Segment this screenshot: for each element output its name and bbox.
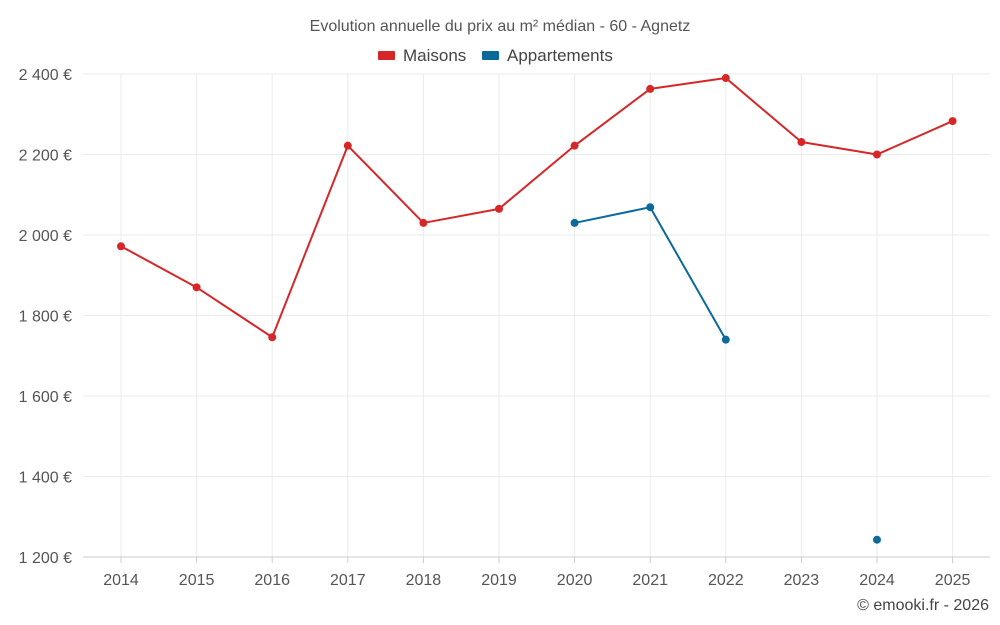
x-tick-label-2018: 2018 <box>406 572 442 589</box>
point-maisons-2019[interactable] <box>495 204 503 213</box>
point-appartements-2020[interactable] <box>570 218 579 227</box>
y-tick-label-2200: 2 200 € <box>19 148 72 165</box>
point-maisons-2024[interactable] <box>873 150 881 159</box>
point-appartements-2024[interactable] <box>873 535 881 544</box>
x-axis-ticks: 2014 2015 2016 2017 2018 2019 2020 2021 2022 2023… <box>103 557 970 589</box>
x-tick-label-2017: 2017 <box>330 572 366 589</box>
series-maisons <box>117 74 957 342</box>
y-tick-label-1200: 1 200 € <box>19 550 72 567</box>
series-appartements <box>570 203 881 544</box>
point-maisons-2025[interactable] <box>948 117 957 126</box>
legend-item-appartements[interactable]: Appartements <box>482 46 613 65</box>
y-tick-label-1600: 1 600 € <box>19 389 72 406</box>
legend-swatch-appartements <box>482 51 499 60</box>
series <box>117 74 957 544</box>
point-maisons-2023[interactable] <box>797 138 806 147</box>
point-maisons-2021[interactable] <box>646 84 655 93</box>
point-maisons-2014[interactable] <box>117 242 125 251</box>
x-tick-label-2014: 2014 <box>103 572 139 589</box>
y-tick-label-2000: 2 000 € <box>19 228 72 245</box>
point-maisons-2015[interactable] <box>192 283 201 292</box>
y-tick-label-1400: 1 400 € <box>19 470 72 487</box>
y-tick-label-1800: 1 800 € <box>19 309 72 326</box>
point-maisons-2017[interactable] <box>343 141 352 150</box>
legend-swatch-maisons <box>378 51 395 60</box>
x-tick-label-2021: 2021 <box>632 572 668 589</box>
x-tick-label-2025: 2025 <box>935 572 971 589</box>
point-appartements-2021[interactable] <box>646 203 655 212</box>
grid <box>83 73 990 558</box>
y-tick-label-2400: 2 400 € <box>19 67 72 84</box>
legend-label-appartements: Appartements <box>507 46 613 65</box>
point-appartements-2022[interactable] <box>721 335 730 344</box>
x-tick-label-2019: 2019 <box>481 572 517 589</box>
chart-title: Evolution annuelle du prix au m² médian … <box>310 18 691 35</box>
point-maisons-2020[interactable] <box>570 141 579 150</box>
x-tick-label-2024: 2024 <box>859 572 895 589</box>
x-tick-label-2022: 2022 <box>708 572 744 589</box>
x-tick-label-2020: 2020 <box>557 572 593 589</box>
point-maisons-2018[interactable] <box>419 218 428 227</box>
legend: Maisons Appartements <box>378 46 613 65</box>
series-line-maisons-0 <box>120 77 954 339</box>
x-tick-label-2023: 2023 <box>784 572 820 589</box>
x-tick-label-2016: 2016 <box>254 572 290 589</box>
credit-text: © emooki.fr - 2026 <box>857 597 989 614</box>
y-axis-ticks: 1 200 € 1 400 € 1 600 € 1 800 € 2 000 € 2 200… <box>19 67 72 567</box>
legend-label-maisons: Maisons <box>403 46 466 65</box>
legend-item-maisons[interactable]: Maisons <box>378 46 466 65</box>
point-maisons-2016[interactable] <box>268 333 277 342</box>
point-maisons-2022[interactable] <box>721 74 730 83</box>
x-tick-label-2015: 2015 <box>179 572 215 589</box>
